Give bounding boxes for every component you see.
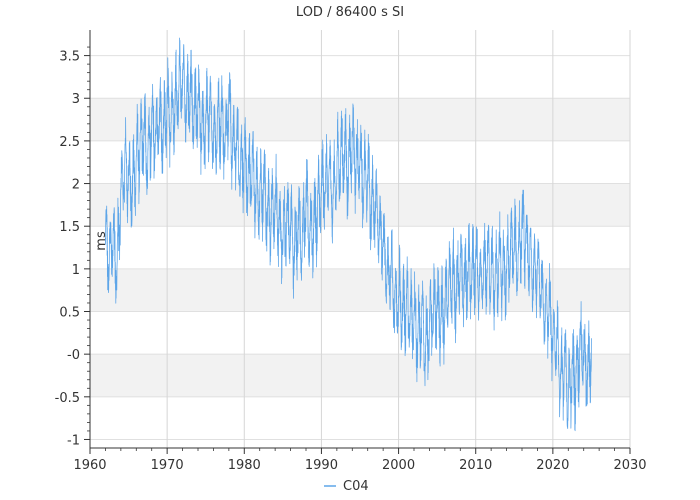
y-tick-label: 1.5 [59, 220, 80, 235]
x-tick-label: 2000 [382, 458, 415, 473]
x-tick-label: 1960 [73, 458, 106, 473]
grid-band [90, 183, 630, 227]
x-tick-label: 2010 [459, 458, 492, 473]
grid-band [90, 98, 630, 141]
y-tick-label: -1 [67, 433, 80, 448]
x-tick-label: 2030 [613, 458, 646, 473]
grid-bands [90, 98, 630, 397]
x-tick-label: 1980 [228, 458, 261, 473]
legend-label: C04 [343, 479, 369, 494]
y-tick-label: 0.5 [59, 306, 80, 321]
y-axis-label: ms [94, 231, 109, 251]
y-tick-label: 2.5 [59, 135, 80, 150]
y-tick-label: 1 [72, 263, 80, 278]
axes: -1 -0.5 -0 0.5 1 1.5 2 2.5 3 3.5 1960 1970 1980 1990 2… [55, 30, 647, 473]
y-tick-label: -0.5 [55, 391, 80, 406]
y-tick-label: 2 [72, 178, 80, 193]
x-tick-label: 1990 [305, 458, 338, 473]
series-line-c04 [105, 37, 592, 432]
y-tick-label: 3 [72, 92, 80, 107]
plot-area [105, 37, 592, 432]
x-tick-label: 1970 [151, 458, 184, 473]
chart-title: LOD / 86400 s SI [296, 5, 404, 20]
grid-band [90, 354, 630, 397]
y-tick-label: 3.5 [59, 50, 80, 65]
y-tick-label: -0 [67, 348, 80, 363]
legend: C04 [324, 479, 369, 494]
x-tick-label: 2020 [536, 458, 569, 473]
